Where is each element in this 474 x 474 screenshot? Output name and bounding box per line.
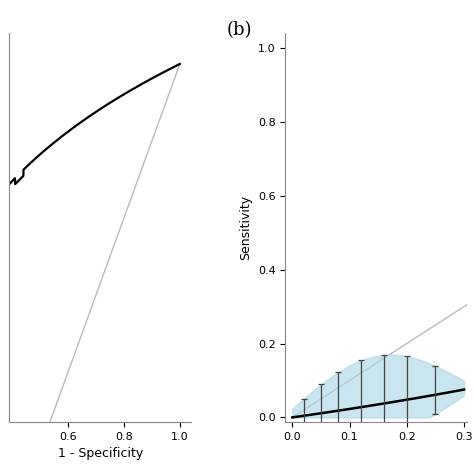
Y-axis label: Sensitivity: Sensitivity: [239, 195, 252, 260]
X-axis label: 1 - Specificity: 1 - Specificity: [58, 447, 143, 460]
Text: (b): (b): [227, 21, 252, 39]
